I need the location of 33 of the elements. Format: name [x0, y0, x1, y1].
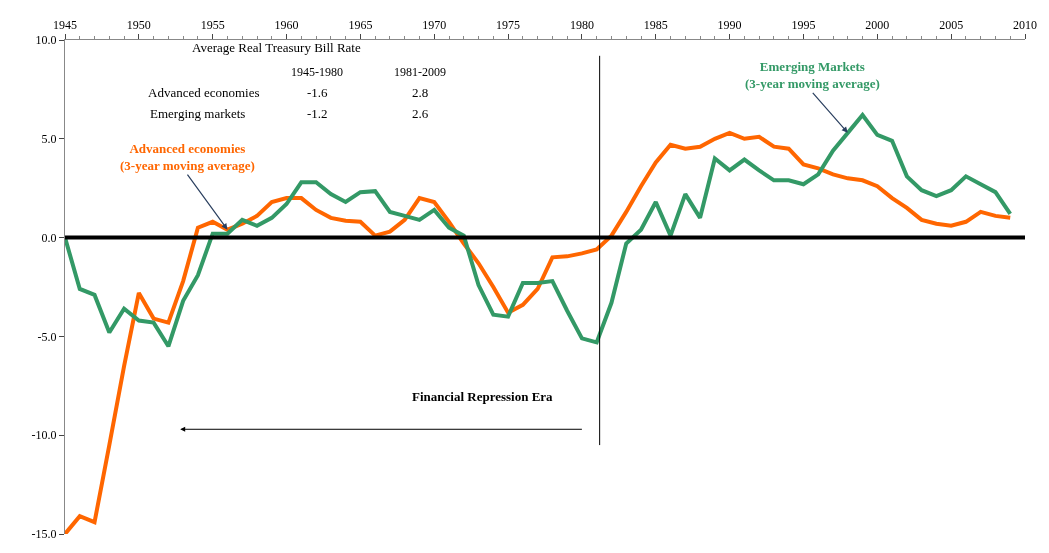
x-tick-label: 1955	[200, 18, 225, 33]
y-tick-label: -15.0	[31, 527, 57, 542]
y-tick-label: -10.0	[31, 428, 57, 443]
x-tick-label: 1970	[422, 18, 447, 33]
annotation: 1945-1980	[291, 65, 343, 79]
annotation: 2.8	[412, 85, 429, 100]
annotation: Emerging markets	[150, 106, 246, 121]
x-tick-label: 2000	[865, 18, 890, 33]
text: Advanced economies (3-year moving average)	[120, 141, 255, 173]
y-tick-label: -5.0	[37, 329, 57, 344]
x-tick-label: 1945	[53, 18, 77, 33]
annotation: Advanced economies	[148, 85, 260, 100]
text: Emerging Markets (3-year moving average)	[745, 59, 880, 91]
annotation: 2.6	[412, 106, 429, 121]
x-tick-label: 2005	[939, 18, 964, 33]
line-series	[65, 130, 1013, 534]
y-tick-label: 5.0	[41, 132, 57, 146]
x-tick-label: 2010	[1013, 18, 1037, 33]
x-tick-label: 1995	[791, 18, 816, 33]
annotation: 1981-2009	[394, 65, 446, 79]
x-tick-label: 1985	[643, 18, 668, 33]
x-tick-label: 1960	[274, 18, 299, 33]
x-tick-label: 1990	[717, 18, 742, 33]
y-tick-label: 10.0	[35, 33, 57, 48]
x-tick-label: 1980	[569, 18, 594, 33]
x-tick-label: 1965	[348, 18, 373, 33]
annotation: -1.2	[307, 106, 328, 121]
y-tick-label: 0.0	[41, 230, 57, 245]
x-tick-label: 1950	[126, 18, 151, 33]
x-tick-label: 1975	[496, 18, 521, 33]
annotation: Average Real Treasury Bill Rate	[192, 40, 361, 55]
annotation: -1.6	[307, 85, 329, 100]
annotation: Financial Repression Era	[412, 389, 554, 404]
